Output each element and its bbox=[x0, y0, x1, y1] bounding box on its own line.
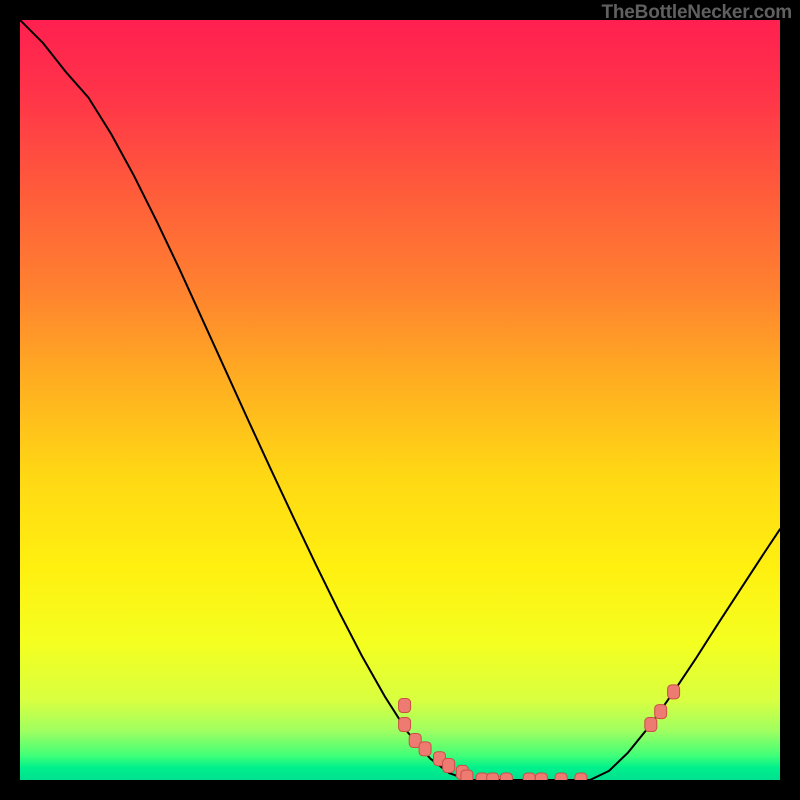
heat-gradient-background bbox=[20, 20, 780, 780]
watermark-text: TheBottleNecker.com bbox=[602, 2, 793, 24]
plot-area bbox=[20, 20, 780, 780]
